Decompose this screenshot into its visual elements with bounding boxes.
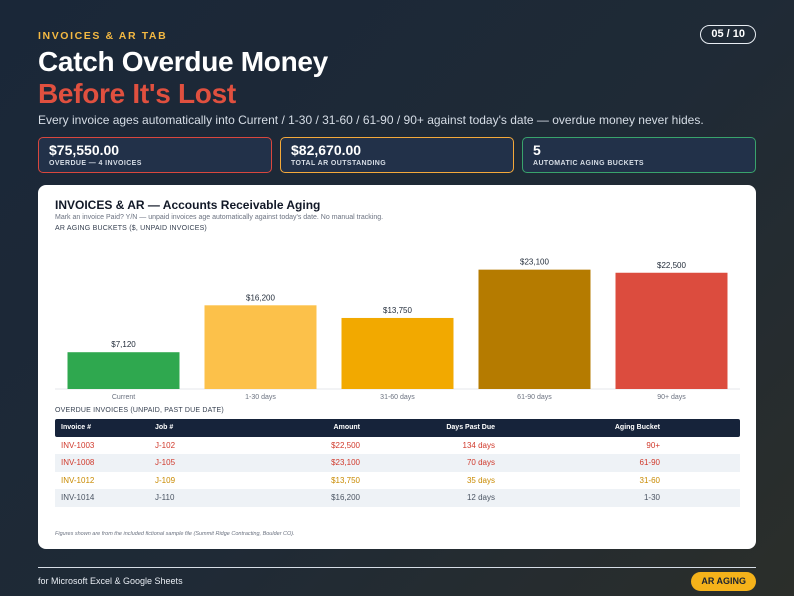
- ar-aging-card: INVOICES & AR — Accounts Receivable Agin…: [38, 185, 756, 549]
- bar-value-label: $23,100: [520, 258, 549, 267]
- ar-aging-bar-chart: $7,120 Current $16,200 1-30 days $13,750 31-6…: [55, 258, 740, 401]
- cell-job: J-110: [155, 493, 175, 503]
- cell-amount: $16,200: [331, 493, 360, 503]
- table-header-row: Invoice # Job # Amount Days Past Due Agi…: [55, 419, 740, 437]
- cell-aging-bucket: 90+: [646, 440, 660, 450]
- x-tick-label: 90+ days: [657, 394, 686, 401]
- cell-job: J-109: [155, 475, 176, 485]
- x-tick-label: 61-90 days: [517, 394, 552, 401]
- x-tick-label: 1-30 days: [245, 394, 276, 401]
- cell-aging-bucket: 61-90: [639, 458, 660, 468]
- cell-job: J-102: [155, 440, 176, 450]
- card-subtitle: Mark an invoice Paid? Y/N — unpaid invoi…: [55, 214, 384, 221]
- cell-amount: $22,500: [331, 440, 360, 450]
- bar-31-60-days: [341, 317, 454, 389]
- table-row: INV-1003 J-102 $22,500 134 days 90+: [55, 437, 740, 455]
- column-header-job: Job #: [155, 424, 174, 432]
- column-header-aging-bucket: Aging Bucket: [614, 424, 660, 432]
- bar-1-30-days: [204, 305, 317, 389]
- table-row: INV-1012 J-109 $13,750 35 days 31-60: [55, 472, 740, 490]
- cell-days-past-due: 70 days: [466, 458, 495, 468]
- bar-value-label: $7,120: [111, 340, 136, 349]
- x-tick-label: 31-60 days: [380, 394, 415, 401]
- cell-aging-bucket: 31-60: [639, 475, 660, 485]
- footnote: Figures shown are from the included fict…: [55, 531, 295, 537]
- cell-invoice: INV-1012: [61, 475, 95, 485]
- page-subtitle: Every invoice ages automatically into Cu…: [38, 113, 704, 127]
- kpi-label: OVERDUE — 4 INVOICES: [49, 160, 142, 167]
- page-title-line2: Before It's Lost: [38, 78, 236, 109]
- column-header-amount: Amount: [333, 424, 360, 432]
- kpi-label: AUTOMATIC AGING BUCKETS: [533, 160, 644, 167]
- cell-days-past-due: 35 days: [466, 475, 495, 485]
- section-eyebrow: INVOICES & AR TAB: [38, 30, 168, 42]
- bar-value-label: $22,500: [657, 261, 686, 270]
- kpi-value: $75,550.00: [49, 142, 120, 158]
- footer-divider: [38, 567, 756, 568]
- cell-invoice: INV-1008: [61, 458, 95, 468]
- page-title-line1: Catch Overdue Money: [38, 46, 328, 77]
- overdue-invoices-table: Invoice # Job # Amount Days Past Due Agi…: [55, 419, 740, 507]
- footer-platforms: for Microsoft Excel & Google Sheets: [38, 576, 183, 586]
- section-tag-badge: AR AGING: [691, 572, 756, 591]
- kpi-label: TOTAL AR OUTSTANDING: [291, 160, 387, 167]
- table-row: INV-1014 J-110 $16,200 12 days 1-30: [55, 489, 740, 507]
- column-header-invoice: Invoice #: [61, 424, 91, 432]
- cell-invoice: INV-1003: [61, 440, 95, 450]
- kpi-aging-buckets: 5 AUTOMATIC AGING BUCKETS: [522, 137, 756, 173]
- kpi-value: $82,670.00: [291, 142, 362, 158]
- cell-days-past-due: 134 days: [462, 440, 495, 450]
- bar-value-label: $13,750: [383, 306, 412, 315]
- x-tick-label: Current: [112, 394, 135, 401]
- table-row: INV-1008 J-105 $23,100 70 days 61-90: [55, 454, 740, 472]
- kpi-row: $75,550.00 OVERDUE — 4 INVOICES $82,670.…: [38, 137, 756, 173]
- kpi-overdue: $75,550.00 OVERDUE — 4 INVOICES: [38, 137, 272, 173]
- kpi-total-ar: $82,670.00 TOTAL AR OUTSTANDING: [280, 137, 514, 173]
- cell-job: J-105: [155, 458, 176, 468]
- cell-aging-bucket: 1-30: [643, 493, 660, 503]
- card-title: INVOICES & AR — Accounts Receivable Agin…: [55, 198, 321, 212]
- bar-61-90-days: [478, 269, 591, 389]
- page-indicator: 05 / 10: [700, 25, 756, 44]
- kpi-value: 5: [533, 142, 541, 158]
- cell-days-past-due: 12 days: [466, 493, 495, 503]
- cell-amount: $13,750: [331, 475, 360, 485]
- table-title: OVERDUE INVOICES (UNPAID, PAST DUE DATE): [55, 407, 224, 414]
- cell-amount: $23,100: [331, 458, 360, 468]
- bar-value-label: $16,200: [246, 293, 275, 302]
- chart-title: AR AGING BUCKETS ($, UNPAID INVOICES): [55, 225, 207, 232]
- column-header-days-past-due: Days Past Due: [446, 424, 495, 432]
- cell-invoice: INV-1014: [61, 493, 95, 503]
- bar-current: [67, 352, 180, 389]
- bar-90-days: [615, 272, 728, 389]
